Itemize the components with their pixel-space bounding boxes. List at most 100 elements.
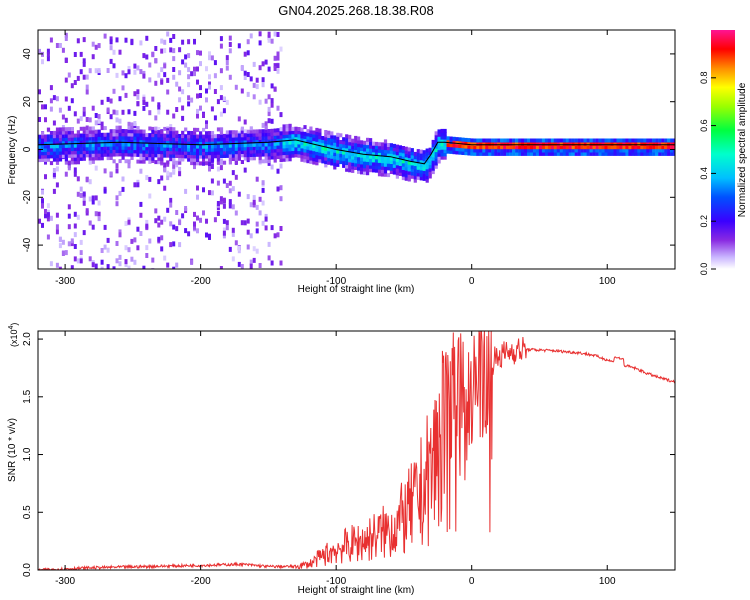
spectrogram-cell [148, 62, 152, 68]
spectrogram-cell [327, 147, 331, 152]
spectrogram-cell [94, 143, 98, 148]
spectrogram-cell [646, 141, 650, 146]
spectrogram-cell [389, 156, 393, 161]
spectrogram-cell [351, 142, 355, 147]
spectrogram-cell [160, 48, 164, 54]
spectrogram-cell [264, 129, 268, 134]
spectrogram-cell [303, 145, 307, 150]
spectrogram-cell [38, 144, 42, 149]
spectrogram-cell [369, 168, 373, 173]
spectrogram-cell [38, 138, 42, 142]
spectrogram-cell [175, 81, 179, 87]
spectrogram-cell [264, 159, 268, 164]
spectrogram-cell [112, 109, 116, 115]
spectrogram-cell [46, 56, 50, 62]
spectrogram-cell [437, 152, 441, 157]
spectrogram-cell [219, 199, 223, 205]
spectrogram-cell [106, 107, 110, 113]
spectrogram-cell [157, 215, 161, 221]
spectrogram-cell [285, 137, 289, 142]
spectrogram-cell [282, 154, 286, 159]
spectrogram-cell [82, 61, 86, 67]
spectrogram-cell [205, 232, 208, 238]
spectrogram-cell [216, 134, 221, 139]
spectrogram-cell [109, 152, 113, 157]
spectrogram-cell [91, 54, 95, 60]
spectrogram-cell [58, 150, 63, 155]
spectrogram-cell [193, 147, 197, 152]
spectrogram-cell [234, 153, 238, 158]
spectrogram-cell [169, 172, 173, 178]
spectrogram-cell [455, 143, 459, 148]
spectrogram-cell [434, 138, 438, 142]
spectrogram-cell [506, 141, 510, 146]
spectrogram-cell [169, 133, 173, 138]
spectrogram-cell [631, 138, 635, 143]
spectrogram-cell [193, 137, 197, 142]
spectrogram-cell [401, 149, 405, 154]
spectrogram-cell [193, 66, 196, 72]
spectrogram-cell [142, 139, 146, 144]
spectrogram-cell [210, 137, 215, 142]
spectrogram-cell [383, 166, 388, 171]
spectrogram-cell [41, 158, 45, 162]
spectrogram-cell [208, 144, 212, 149]
spectrogram-cell [216, 99, 220, 105]
spectrogram-cell [121, 149, 125, 154]
spectrogram-cell [70, 130, 74, 135]
spectrogram-cell [133, 237, 137, 243]
spectrogram-cell [422, 153, 426, 158]
spectrogram-cell [261, 129, 265, 134]
spectrogram-cell [205, 137, 209, 142]
spectrogram-cell [169, 140, 173, 145]
spectrogram-cell [44, 141, 48, 146]
spectrogram-cell [193, 211, 196, 217]
spectrogram-cell [145, 149, 149, 154]
spectrogram-cell [428, 157, 432, 162]
spectrogram-cell [589, 145, 593, 150]
spectrogram-cell [127, 152, 131, 157]
spectrogram-cell [41, 59, 44, 65]
spectrogram-cell [181, 59, 185, 65]
spectrogram-cell [163, 167, 167, 173]
spectrogram-cell [118, 49, 122, 55]
spectrogram-cell [401, 176, 405, 181]
spectrogram-cell [181, 39, 185, 45]
spectrogram-cell [637, 138, 641, 143]
spectrogram-cell [434, 131, 438, 136]
spectrogram-cell [339, 160, 343, 165]
snr-y-ticks: 0.00.51.01.52.0 [22, 332, 675, 577]
spectrogram-cell [282, 137, 286, 142]
spectrogram-cell [184, 140, 188, 145]
spectrogram-cell [309, 133, 313, 138]
spectrogram-cell [210, 164, 214, 169]
spectrogram-cell [276, 168, 280, 174]
spectrogram-cell [437, 142, 441, 147]
spectrogram-cell [658, 148, 662, 153]
spectrogram-cell [249, 153, 253, 157]
spectrogram-cell [139, 129, 143, 134]
spectrogram-cell [437, 139, 441, 144]
spectrogram-cell [345, 134, 349, 139]
spectrogram-cell [38, 117, 41, 122]
spectrogram-cell [196, 79, 199, 85]
spectrogram-cell [458, 150, 462, 155]
spectrogram-cell [49, 137, 54, 142]
spectrogram-cell [112, 129, 116, 134]
spectrogram-cell [240, 220, 244, 226]
spectrogram-cell [264, 225, 268, 231]
spectrogram-cell [148, 238, 152, 244]
spectrogram-cell [348, 165, 352, 169]
spectrogram-cell [97, 216, 101, 222]
spectrogram-cell [291, 130, 295, 135]
spectrogram-cell [184, 150, 188, 155]
spectrogram-cell [416, 165, 420, 170]
spectrogram-cell [157, 72, 161, 78]
spectrogram-cell [327, 140, 331, 145]
spectrogram-cell [193, 71, 196, 77]
spectrogram-cell [258, 142, 262, 147]
spectrogram-cell [291, 147, 295, 151]
spectrogram-cell [294, 140, 298, 144]
spectrogram-cell [363, 144, 367, 149]
spectrogram-cell [219, 134, 224, 138]
